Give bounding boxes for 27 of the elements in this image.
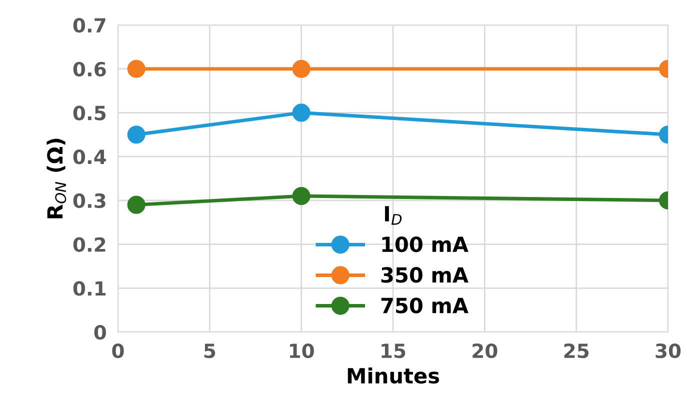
x-tick-label: 20 — [472, 343, 498, 358]
point — [292, 104, 310, 122]
x-tick-label: 5 — [204, 344, 216, 358]
x-tick-label: 10 — [290, 343, 314, 358]
y-tick-label: 0.7 — [73, 18, 106, 33]
x-tick-label: 0 — [112, 343, 124, 358]
point — [292, 187, 310, 206]
legend-title: I$_{D}$ — [385, 206, 402, 225]
point — [127, 60, 146, 78]
y-tick-label: 0.3 — [73, 193, 106, 208]
y-tick-label: 0.1 — [73, 281, 106, 296]
y-tick-label: 0.2 — [73, 237, 106, 252]
point — [127, 126, 146, 144]
y-tick-label: 0 — [94, 324, 106, 340]
x-tick-label: 30 — [656, 343, 681, 358]
point — [127, 196, 146, 214]
y-tick-label: 0.6 — [73, 62, 106, 77]
y-tick-label: 0.4 — [73, 150, 106, 164]
legend-label: 100 mA — [382, 236, 468, 252]
x-tick-label: 25 — [564, 343, 589, 358]
legend-label: 350 mA — [381, 267, 468, 283]
point — [292, 60, 310, 78]
x-axis-title: Minutes — [348, 367, 440, 384]
legend-label: 750 mA — [381, 298, 468, 314]
y-tick-label: 0.5 — [73, 106, 106, 120]
y-axis-title: R$_{ON}$ (Ω) — [46, 138, 66, 218]
x-tick-label: 15 — [382, 344, 406, 358]
